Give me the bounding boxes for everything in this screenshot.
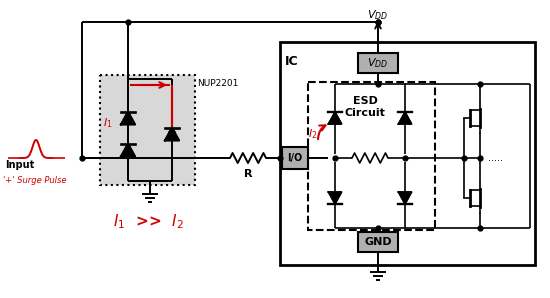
Polygon shape xyxy=(328,192,342,204)
FancyBboxPatch shape xyxy=(358,53,398,73)
Text: $I_2$: $I_2$ xyxy=(308,127,317,141)
Text: $I_1$: $I_1$ xyxy=(103,116,113,130)
Text: IC: IC xyxy=(285,55,299,68)
Bar xyxy=(100,75,195,185)
Text: $V_{DD}$: $V_{DD}$ xyxy=(367,56,389,70)
Polygon shape xyxy=(398,112,411,124)
Text: '+' Surge Pulse: '+' Surge Pulse xyxy=(3,176,67,185)
Text: $V_{DD}$: $V_{DD}$ xyxy=(367,8,389,22)
Text: .....: ..... xyxy=(488,153,503,163)
Polygon shape xyxy=(398,192,411,204)
Text: ESD: ESD xyxy=(353,96,378,106)
FancyBboxPatch shape xyxy=(282,147,308,169)
Bar xyxy=(280,42,535,265)
Polygon shape xyxy=(121,111,135,125)
FancyBboxPatch shape xyxy=(358,232,398,252)
Bar xyxy=(308,82,435,230)
Text: Input: Input xyxy=(5,160,34,170)
Text: R: R xyxy=(244,169,252,179)
Polygon shape xyxy=(165,128,179,140)
Text: GND: GND xyxy=(364,237,392,247)
Polygon shape xyxy=(121,144,135,156)
Text: Circuit: Circuit xyxy=(345,108,386,118)
Polygon shape xyxy=(328,112,342,124)
Text: $I_1$  >>  $I_2$: $I_1$ >> $I_2$ xyxy=(113,213,183,231)
Text: I/O: I/O xyxy=(287,153,303,163)
Text: NUP2201: NUP2201 xyxy=(197,79,238,88)
